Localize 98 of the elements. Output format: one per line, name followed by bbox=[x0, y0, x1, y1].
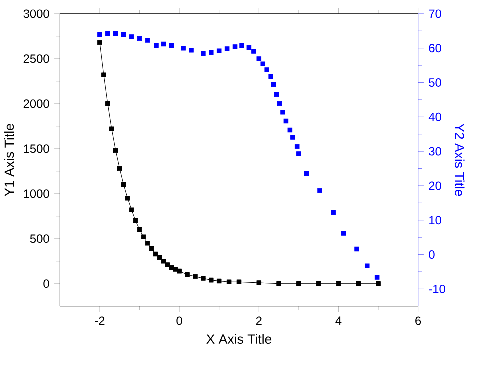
point bbox=[356, 281, 362, 286]
point bbox=[189, 48, 194, 53]
point bbox=[209, 278, 214, 283]
point bbox=[376, 281, 381, 286]
point bbox=[114, 31, 118, 36]
y2-tick-label: 30 bbox=[429, 147, 442, 156]
x-axis-title: X Axis Title bbox=[206, 334, 272, 344]
y-tick-label: 500 bbox=[30, 234, 50, 244]
point bbox=[240, 44, 244, 48]
y-axis-title: Y1 Axis Title bbox=[4, 124, 14, 196]
point bbox=[288, 128, 293, 133]
point bbox=[98, 32, 102, 38]
point bbox=[161, 42, 166, 47]
point bbox=[264, 68, 270, 72]
point bbox=[284, 118, 289, 124]
y2-tick-label: 0 bbox=[429, 250, 435, 259]
x-tick-label: 0 bbox=[176, 316, 182, 326]
point bbox=[125, 196, 130, 201]
point bbox=[316, 281, 322, 286]
point bbox=[141, 234, 146, 240]
y2-axis-title: Y2 Axis Title bbox=[455, 124, 465, 196]
point bbox=[110, 126, 114, 132]
point bbox=[224, 46, 230, 52]
point bbox=[157, 255, 162, 260]
point bbox=[114, 148, 118, 154]
y2-tick-label: 50 bbox=[429, 78, 442, 87]
point bbox=[145, 240, 150, 246]
point bbox=[137, 36, 142, 42]
point bbox=[129, 34, 134, 40]
point bbox=[181, 46, 186, 51]
point bbox=[342, 231, 346, 236]
point bbox=[276, 281, 282, 286]
point bbox=[336, 281, 342, 286]
point bbox=[133, 218, 138, 224]
point bbox=[102, 72, 106, 78]
point bbox=[98, 40, 102, 46]
point bbox=[154, 43, 159, 48]
point bbox=[374, 275, 380, 280]
y-tick-label: 1500 bbox=[24, 144, 50, 154]
point bbox=[246, 45, 252, 50]
y-tick-label: 0 bbox=[44, 280, 50, 288]
y-tick-label: 1000 bbox=[24, 190, 50, 198]
point bbox=[252, 49, 256, 54]
point bbox=[173, 267, 178, 272]
point bbox=[106, 31, 110, 36]
point bbox=[161, 258, 166, 264]
point bbox=[165, 262, 170, 268]
point bbox=[364, 264, 370, 268]
y2-tick-label: 70 bbox=[429, 10, 442, 18]
point bbox=[209, 50, 214, 56]
y-tick-label: 2000 bbox=[24, 100, 50, 108]
point bbox=[117, 166, 122, 172]
point bbox=[274, 92, 280, 98]
y2-tick-label: 40 bbox=[428, 112, 442, 122]
y2-tick-label: -10 bbox=[429, 284, 446, 294]
point bbox=[304, 171, 310, 176]
point bbox=[153, 252, 158, 257]
point bbox=[331, 210, 336, 216]
point bbox=[169, 43, 174, 48]
point bbox=[201, 276, 206, 281]
point bbox=[256, 280, 262, 286]
point bbox=[137, 227, 142, 232]
point bbox=[216, 48, 222, 54]
point bbox=[294, 144, 300, 150]
point bbox=[129, 208, 134, 212]
point bbox=[185, 272, 190, 278]
point bbox=[271, 82, 276, 88]
point bbox=[318, 188, 322, 194]
point bbox=[296, 152, 302, 156]
point bbox=[354, 246, 360, 252]
point bbox=[106, 102, 110, 106]
x-tick-label: 4 bbox=[336, 316, 342, 325]
point bbox=[121, 32, 126, 37]
point bbox=[296, 281, 302, 286]
y-tick-label: 3000 bbox=[24, 10, 50, 18]
y2-tick-label: 10 bbox=[430, 216, 442, 225]
y2-tick-label: 20 bbox=[429, 182, 442, 190]
point bbox=[193, 274, 198, 280]
x-tick-label: -2 bbox=[95, 316, 105, 326]
point bbox=[201, 51, 206, 56]
point bbox=[226, 280, 232, 284]
y-tick-label: 2500 bbox=[24, 54, 50, 64]
point bbox=[145, 38, 150, 43]
point bbox=[177, 268, 182, 274]
point bbox=[290, 135, 296, 140]
point bbox=[121, 182, 126, 188]
y2-tick-label: 60 bbox=[429, 44, 442, 53]
point bbox=[277, 101, 282, 106]
point bbox=[260, 62, 266, 67]
point bbox=[236, 280, 242, 284]
x-tick-label: 2 bbox=[256, 316, 262, 326]
x-tick-label: 6 bbox=[416, 316, 422, 326]
point bbox=[149, 246, 154, 252]
point bbox=[280, 110, 286, 115]
point bbox=[232, 44, 238, 50]
point bbox=[256, 56, 262, 62]
point bbox=[216, 278, 222, 284]
point bbox=[268, 74, 274, 79]
